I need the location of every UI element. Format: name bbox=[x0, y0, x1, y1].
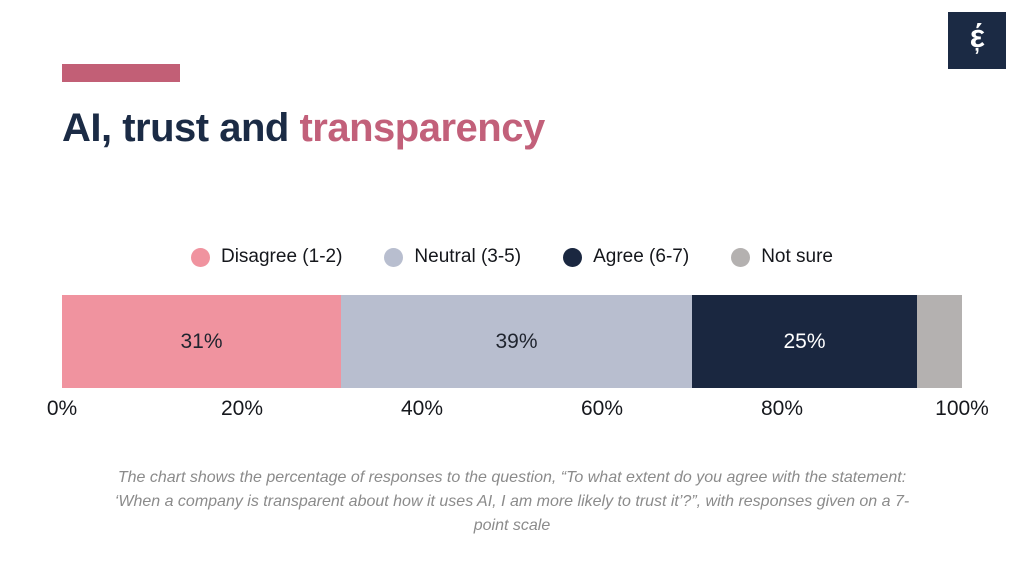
x-tick-60: 60% bbox=[580, 397, 624, 420]
title-accent-bar bbox=[62, 64, 180, 82]
brand-logo-glyph: έ bbox=[969, 18, 985, 54]
bar-segment-label-agree: 25% bbox=[783, 329, 826, 353]
bar-segment-label-disagree: 31% bbox=[180, 329, 223, 353]
brand-logo-glyph-mark: ’ bbox=[974, 45, 980, 67]
stacked-bar: 31% 39% 25% bbox=[62, 295, 962, 388]
x-tick-40: 40% bbox=[400, 397, 444, 420]
bar-segment-disagree: 31% bbox=[62, 295, 341, 388]
legend-item-disagree: Disagree (1-2) bbox=[190, 246, 343, 268]
x-axis: 0% 20% 40% 60% 80% 100% bbox=[47, 397, 989, 423]
page-title: AI, trust and transparency bbox=[62, 106, 545, 151]
legend-label-disagree: Disagree (1-2) bbox=[220, 246, 343, 267]
x-tick-20: 20% bbox=[220, 397, 264, 420]
page-title-main: AI, trust and bbox=[62, 106, 289, 150]
legend-item-neutral: Neutral (3-5) bbox=[384, 246, 521, 268]
legend-dot-not-sure-icon bbox=[731, 247, 751, 267]
legend-dot-neutral-icon bbox=[384, 247, 404, 267]
legend-item-not-sure: Not sure bbox=[731, 246, 833, 268]
bar-segment-label-neutral: 39% bbox=[495, 329, 538, 353]
x-tick-100: 100% bbox=[935, 397, 989, 420]
chart-legend: Disagree (1-2) Neutral (3-5) Agree (6-7)… bbox=[0, 246, 1024, 268]
legend-item-agree: Agree (6-7) bbox=[563, 246, 689, 268]
x-tick-80: 80% bbox=[760, 397, 804, 420]
legend-label-not-sure: Not sure bbox=[761, 246, 833, 267]
brand-logo: έ ’ bbox=[948, 12, 1006, 69]
bar-segment-neutral: 39% bbox=[341, 295, 692, 388]
legend-dot-agree-icon bbox=[563, 247, 583, 267]
bar-segment-agree: 25% bbox=[692, 295, 917, 388]
page-title-accent: transparency bbox=[299, 106, 545, 150]
x-tick-0: 0% bbox=[46, 397, 78, 420]
legend-label-neutral: Neutral (3-5) bbox=[414, 246, 522, 267]
legend-dot-disagree-icon bbox=[190, 247, 210, 267]
legend-label-agree: Agree (6-7) bbox=[593, 246, 690, 267]
bar-segment-not-sure bbox=[917, 295, 962, 388]
chart-caption: The chart shows the percentage of respon… bbox=[114, 469, 910, 534]
